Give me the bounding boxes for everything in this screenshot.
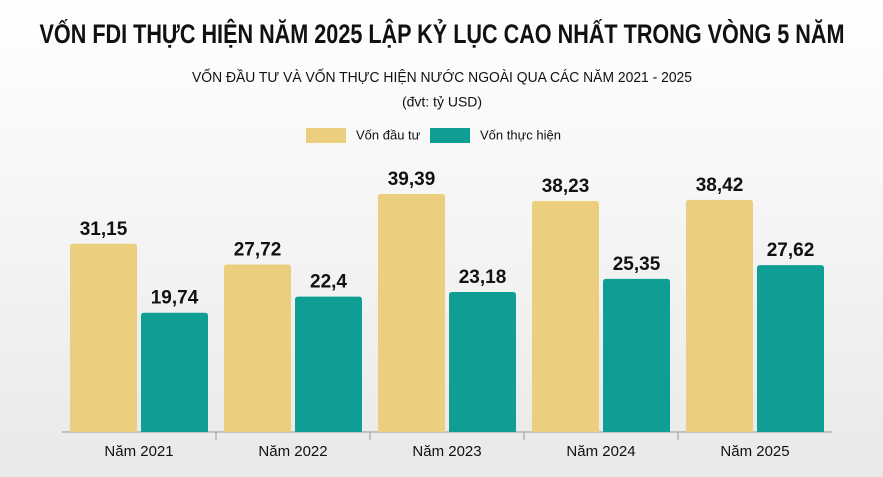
bar — [378, 194, 445, 432]
x-tick-label: Năm 2025 — [720, 443, 789, 460]
x-tick-label: Năm 2022 — [258, 443, 327, 460]
legend-swatch — [430, 128, 470, 143]
value-label: 38,23 — [542, 176, 590, 197]
bar — [224, 264, 291, 432]
legend-label: Vốn đầu tư — [356, 127, 421, 142]
bar — [449, 291, 516, 432]
value-label: 19,74 — [151, 288, 199, 309]
bar — [757, 265, 824, 432]
chart-title: VỐN FDI THỰC HIỆN NĂM 2025 LẬP KỶ LỤC CA… — [40, 17, 845, 49]
value-label: 25,35 — [613, 254, 661, 275]
unit-label: (đvt: tỷ USD) — [402, 94, 482, 110]
bar — [295, 296, 362, 432]
legend-swatch — [306, 128, 346, 143]
value-label: 31,15 — [80, 219, 128, 240]
legend-label: Vốn thực hiện — [480, 127, 561, 142]
value-label: 27,62 — [767, 240, 815, 261]
value-label: 38,42 — [696, 175, 744, 196]
bar — [70, 243, 137, 432]
bar — [141, 312, 208, 432]
value-label: 22,4 — [310, 272, 347, 293]
value-label: 23,18 — [459, 267, 507, 288]
x-tick-label: Năm 2023 — [412, 443, 481, 460]
bar — [532, 201, 599, 432]
x-tick-label: Năm 2021 — [104, 443, 173, 460]
bar — [603, 278, 670, 432]
value-label: 27,72 — [234, 240, 282, 261]
value-label: 39,39 — [388, 169, 436, 190]
bar — [686, 199, 753, 432]
chart-subtitle: VỐN ĐẦU TƯ VÀ VỐN THỰC HIỆN NƯỚC NGOÀI Q… — [192, 68, 692, 86]
x-tick-label: Năm 2024 — [566, 443, 635, 460]
